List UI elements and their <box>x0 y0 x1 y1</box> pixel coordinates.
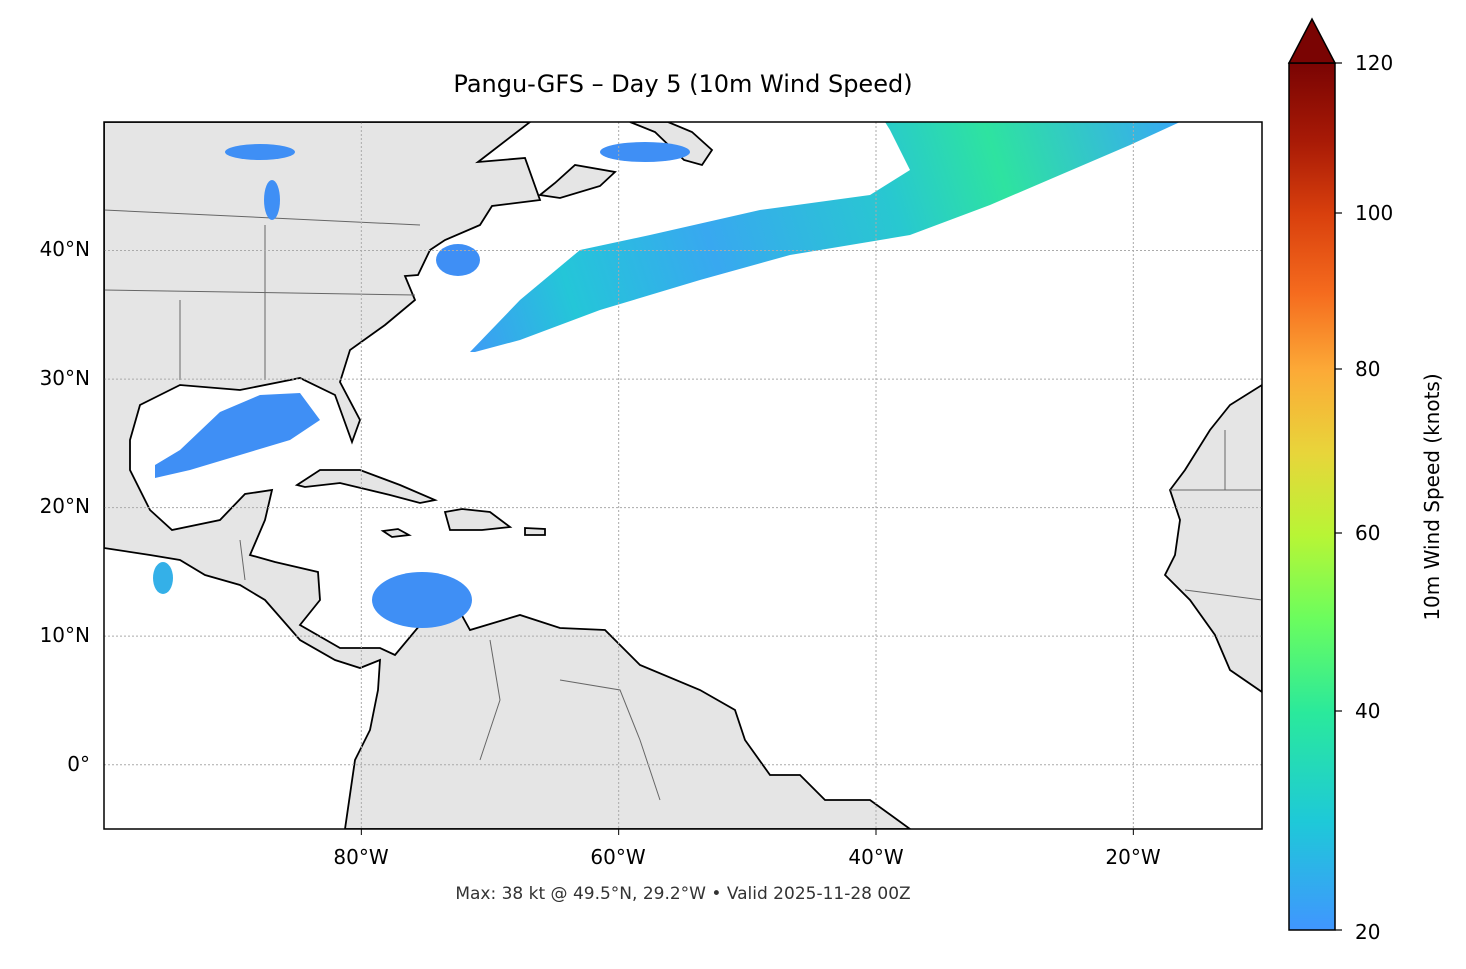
wind-gulf-of-st-lawrence <box>600 142 690 162</box>
wind-caribbean <box>372 572 472 628</box>
wind-atlantic-band <box>470 122 1180 352</box>
colorbar-tick-label: 80 <box>1355 357 1381 381</box>
lat-label: 40°N <box>39 237 90 261</box>
lon-label: 20°W <box>1105 845 1161 869</box>
colorbar-tick-label: 120 <box>1355 51 1394 75</box>
wind-lake-superior <box>225 144 295 160</box>
lon-label: 80°W <box>333 845 389 869</box>
jamaica <box>380 528 412 538</box>
borders <box>104 209 1262 801</box>
footer-caption: Max: 38 kt @ 49.5°N, 29.2°W • Valid 2025… <box>455 884 911 904</box>
colorbar-tick-label: 100 <box>1355 201 1394 225</box>
colorbar-gradient <box>1288 62 1336 931</box>
wind-off-northeast-coast <box>436 244 480 276</box>
land <box>104 122 1262 829</box>
puerto-rico <box>524 527 546 536</box>
colorbar-tick-label: 20 <box>1355 920 1381 944</box>
cuba <box>294 469 439 504</box>
labrador-coast <box>629 122 714 167</box>
lat-label: 30°N <box>39 366 90 390</box>
africa <box>1163 383 1262 694</box>
lon-label: 40°W <box>848 845 904 869</box>
colorbar-tick-label: 60 <box>1355 521 1381 545</box>
americas-landmass <box>104 122 912 829</box>
colorbar-tick-label: 40 <box>1355 699 1381 723</box>
wind-pacific-patch <box>153 562 173 594</box>
wind-great-lakes <box>264 180 280 220</box>
lon-label: 60°W <box>590 845 646 869</box>
newfoundland <box>537 164 617 199</box>
colorbar-extend-arrow <box>1287 17 1337 64</box>
lat-label: 10°N <box>39 623 90 647</box>
colorbar <box>1287 17 1342 931</box>
map-frame <box>103 121 1263 830</box>
gridlines <box>104 122 1262 829</box>
colorbar-label: 10m Wind Speed (knots) <box>1420 373 1444 621</box>
lat-label: 0° <box>67 752 90 776</box>
map-title: Pangu-GFS – Day 5 (10m Wind Speed) <box>453 70 913 98</box>
hispaniola <box>443 508 513 531</box>
lat-label: 20°N <box>39 494 90 518</box>
wind-gulf-of-mexico <box>155 393 320 478</box>
wind-speed-field <box>153 122 1180 628</box>
